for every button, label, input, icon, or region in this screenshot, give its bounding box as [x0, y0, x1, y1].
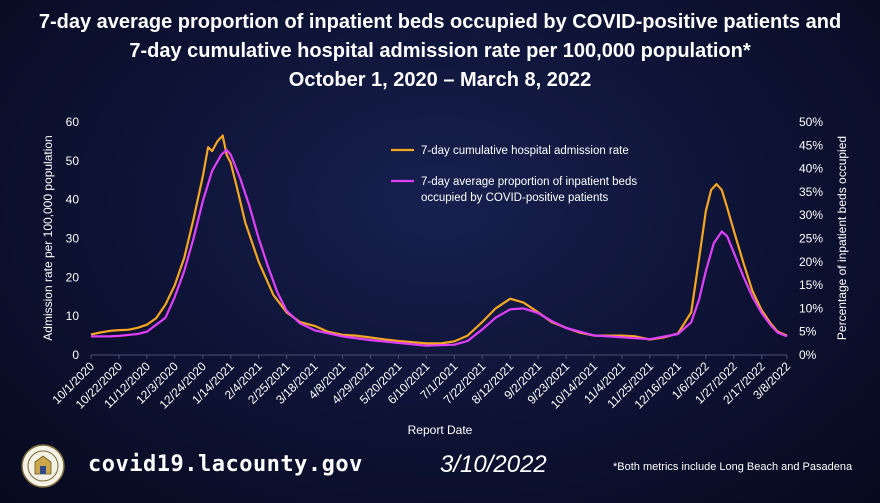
y-axis-label-right: Percentage of inpatient beds occupied [835, 136, 849, 340]
y-tick-left: 60 [66, 115, 80, 129]
legend-label-occupancy: 7-day average proportion of inpatient be… [421, 176, 640, 204]
y-tick-left: 10 [66, 309, 80, 323]
x-axis-label: Report Date [408, 423, 473, 437]
x-axis-ticks: 10/1/202010/22/202011/12/202012/3/202012… [49, 355, 793, 412]
y-tick-left: 30 [66, 232, 80, 246]
legend-label-admission: 7-day cumulative hospital admission rate [421, 145, 629, 157]
legend-label-occupancy-line1: 7-day average proportion of inpatient be… [421, 176, 637, 188]
series-line-admission [90, 134, 788, 345]
chart-title: 7-day average proportion of inpatient be… [0, 8, 880, 95]
y-tick-left: 40 [66, 193, 80, 207]
title-line-1: 7-day average proportion of inpatient be… [38, 11, 842, 33]
y-tick-right: 0% [799, 348, 817, 362]
y-axis-label-left: Admission rate per 100,000 population [41, 135, 55, 340]
title-line-2: 7-day cumulative hospital admission rate… [129, 40, 751, 62]
legend-label-occupancy-line2: occupied by COVID-positive patients [421, 192, 609, 204]
y-tick-right: 25% [799, 232, 823, 246]
y-tick-left: 20 [66, 270, 80, 284]
legend: 7-day cumulative hospital admission rate… [391, 145, 640, 204]
series-layer [90, 134, 788, 347]
y-tick-right: 15% [799, 278, 823, 292]
right-axis-ticks: 0% 5% 10% 15% 20% 25% 30% 35% 40% 45% 50% [799, 115, 823, 362]
title-line-3: October 1, 2020 – March 8, 2022 [288, 69, 592, 91]
footer-note: *Both metrics include Long Beach and Pas… [613, 461, 853, 473]
footer-url: covid19.lacounty.gov [88, 452, 363, 477]
left-axis-ticks: 0 10 20 30 40 50 60 [66, 115, 80, 362]
y-tick-right: 50% [799, 115, 823, 129]
y-tick-right: 35% [799, 185, 823, 199]
y-tick-right: 10% [799, 301, 823, 315]
y-tick-right: 40% [799, 162, 823, 176]
series-line-occupancy [91, 148, 788, 347]
county-seal-icon [21, 444, 65, 488]
y-tick-right: 45% [799, 138, 823, 152]
y-tick-left: 50 [66, 154, 80, 168]
y-tick-left: 0 [72, 348, 79, 362]
y-tick-right: 5% [799, 325, 817, 339]
footer-date: 3/10/2022 [440, 451, 547, 478]
y-tick-right: 30% [799, 208, 823, 222]
y-tick-right: 20% [799, 255, 823, 269]
